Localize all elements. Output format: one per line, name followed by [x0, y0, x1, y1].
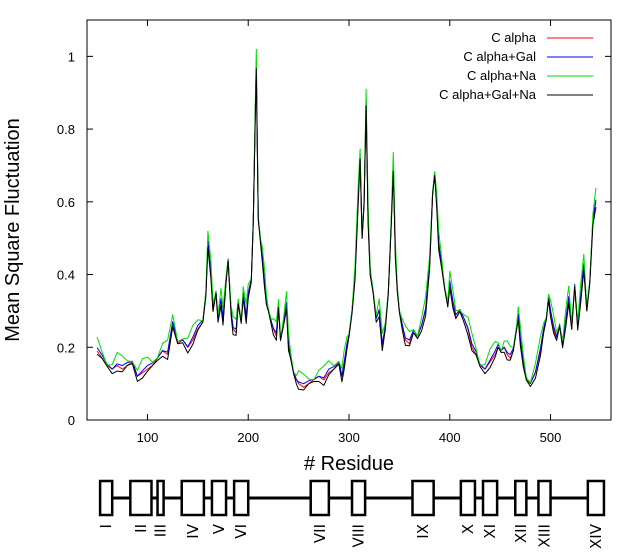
- x-tick-label: 500: [540, 430, 562, 445]
- helix-label: II: [132, 524, 150, 533]
- y-tick-label: 0.2: [57, 340, 75, 355]
- series-line-3: [96, 48, 597, 384]
- helix-box: [98, 479, 114, 517]
- helix-box: [350, 479, 367, 517]
- helix-label: XI: [481, 524, 499, 539]
- helix-label: VI: [232, 524, 250, 539]
- legend-label: C alpha+Gal: [463, 49, 536, 64]
- x-tick-label: 100: [137, 430, 159, 445]
- legend-label: C alpha+Gal+Na: [439, 87, 537, 102]
- helix-label: IX: [414, 524, 432, 539]
- helix-label: XII: [512, 524, 530, 543]
- x-tick-label: 400: [439, 430, 461, 445]
- x-tick-label: 200: [237, 430, 259, 445]
- helix-label: I: [97, 524, 115, 528]
- x-tick-label: 300: [338, 430, 360, 445]
- legend-label: C alpha: [491, 30, 537, 45]
- helix-label: XIII: [535, 524, 553, 548]
- secondary-structure-diagram: I II III IV V VI VII VIII IX X XI XII XIII XIV: [97, 479, 606, 549]
- y-axis-title: Mean Square Fluctuation: [2, 118, 24, 341]
- helix-box: [537, 479, 552, 517]
- series-line-4: [96, 68, 597, 391]
- helix-box: [309, 479, 331, 517]
- helix-box: [514, 479, 528, 517]
- helix-label: III: [152, 524, 170, 537]
- legend: C alpha C alpha+Gal C alpha+Na C alpha+Gal+…: [439, 30, 593, 102]
- helix-label: V: [210, 523, 228, 534]
- y-tick-label: 0.8: [57, 122, 75, 137]
- helix-box: [411, 479, 435, 517]
- ticks-layer: 100 200 300 400 500 0 0.2 0.4 0.6 0.8 1: [57, 20, 611, 445]
- legend-label: C alpha+Na: [467, 68, 537, 83]
- helix-box: [156, 479, 165, 517]
- x-axis-title: # Residue: [304, 453, 394, 475]
- helix-box: [180, 479, 206, 517]
- helix-label: XIV: [587, 523, 605, 549]
- series-layer: [96, 48, 597, 391]
- helix-box: [232, 479, 250, 517]
- helix-label: VII: [311, 524, 329, 543]
- y-tick-label: 0.4: [57, 268, 75, 283]
- y-tick-label: 0.6: [57, 195, 75, 210]
- helix-label: IV: [184, 523, 202, 538]
- helix-box: [129, 479, 153, 517]
- helix-box: [210, 479, 228, 517]
- helix-box: [459, 479, 477, 517]
- y-tick-label: 0: [68, 413, 75, 428]
- y-tick-label: 1: [68, 49, 75, 64]
- helix-box: [481, 479, 499, 517]
- helix-label: X: [459, 524, 477, 534]
- helix-label: VIII: [350, 524, 368, 548]
- helix-box: [586, 479, 606, 517]
